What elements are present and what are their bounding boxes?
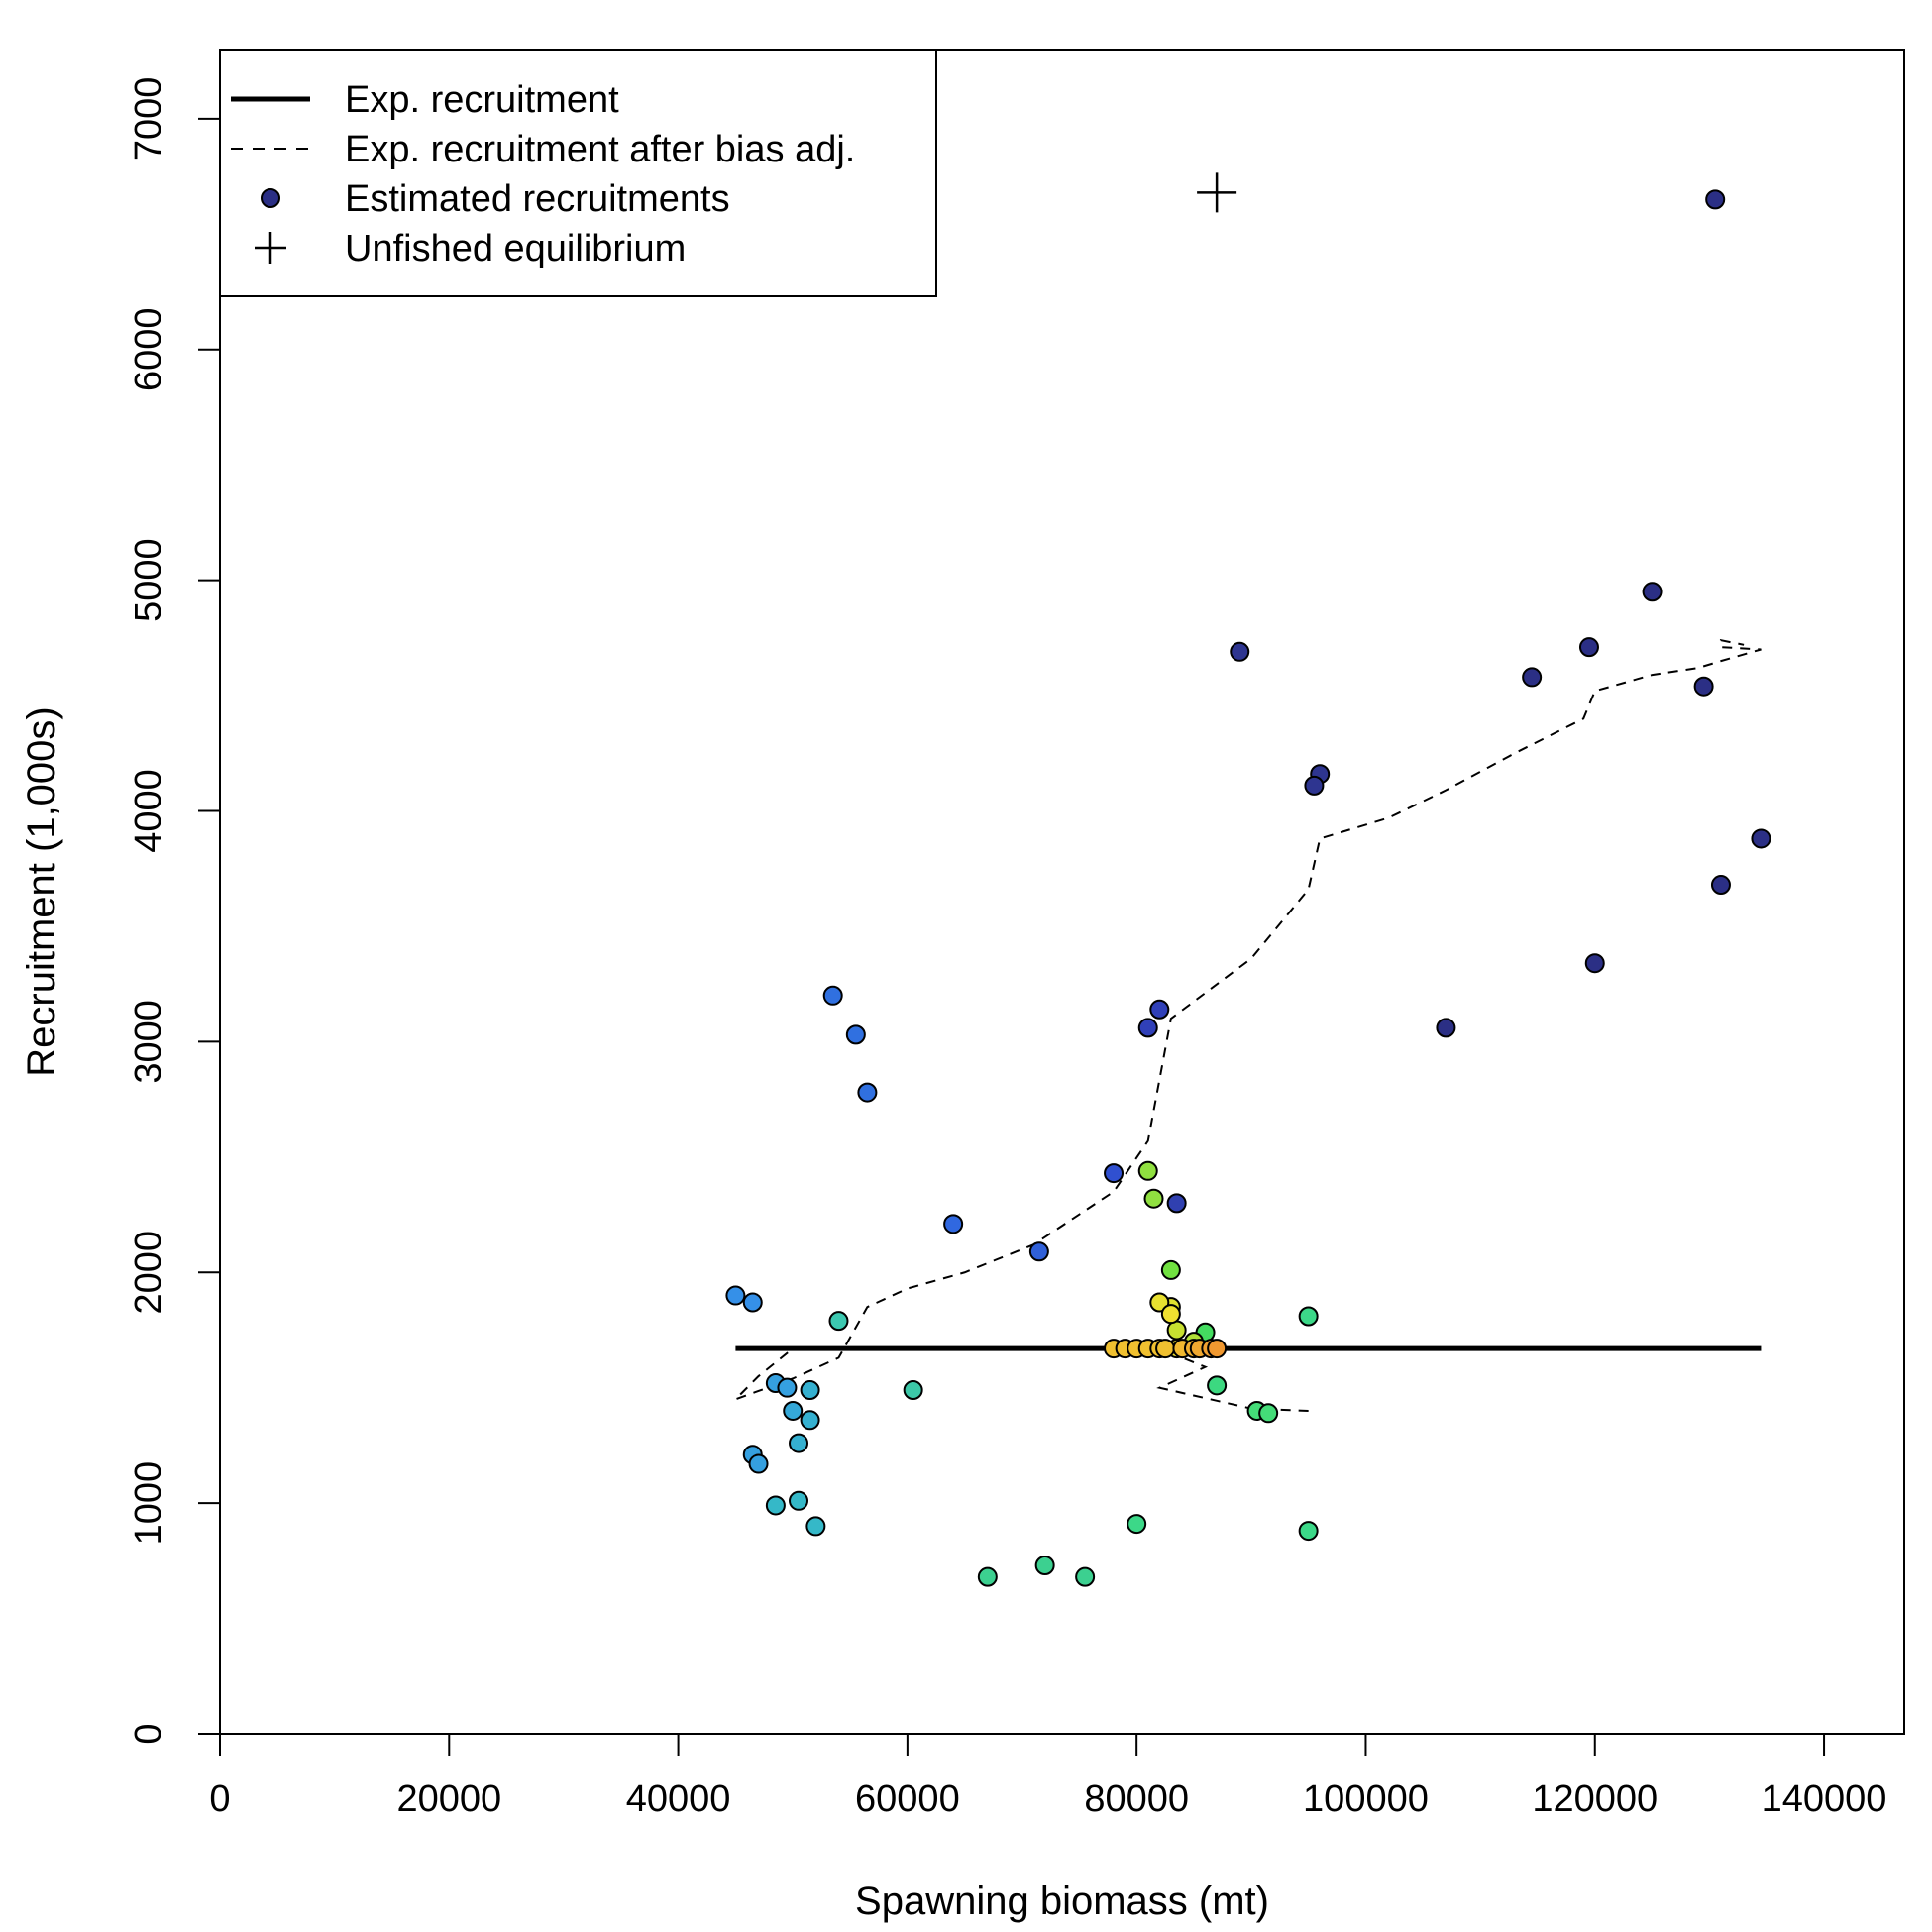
recruitment-point (1034, 1556, 1055, 1575)
recruitment-point (1207, 1339, 1228, 1359)
bias-adjusted-layer (734, 638, 1762, 1412)
recruitment-point (742, 1292, 763, 1313)
x-tick-label: 140000 (1762, 1778, 1887, 1820)
x-tick-label: 120000 (1532, 1778, 1658, 1820)
recruitment-point (1075, 1566, 1096, 1587)
recruitment-point (1160, 1304, 1181, 1325)
x-axis-title: Spawning biomass (mt) (855, 1879, 1269, 1923)
recruitment-point (800, 1410, 820, 1431)
unfished-equilibrium-marker (1197, 172, 1237, 213)
recruitment-point (1104, 1163, 1125, 1184)
recruitment-point (845, 1024, 866, 1045)
recruitment-point (805, 1516, 826, 1537)
recruitment-point (1127, 1514, 1147, 1535)
recruitment-point (1304, 775, 1325, 796)
recruitment-point (943, 1214, 964, 1234)
y-tick-label: 3000 (128, 1000, 169, 1084)
legend-label-unfished-equilibrium: Unfished equilibrium (345, 228, 686, 269)
recruitment-point (1230, 641, 1250, 662)
recruitment-point (800, 1380, 820, 1401)
x-tick-label: 0 (209, 1778, 230, 1820)
y-tick-label: 4000 (128, 769, 169, 853)
recruitment-point (1166, 1193, 1187, 1214)
recruitment-point (822, 985, 843, 1006)
x-tick-label: 100000 (1303, 1778, 1429, 1820)
recruitment-point (1166, 1320, 1187, 1341)
recruitment-point (1751, 828, 1771, 849)
legend-circle-symbol (261, 188, 280, 208)
y-axis: 0 1000 2000 3000 4000 5000 6000 7000 (128, 77, 221, 1745)
recruitment-point (1149, 999, 1170, 1020)
legend-label-exp-recruitment: Exp. recruitment (345, 79, 619, 121)
y-tick-label: 1000 (128, 1461, 169, 1546)
unfished-equilibrium-layer (1197, 172, 1237, 213)
bias-adjusted-line (734, 638, 1762, 1412)
legend-box (219, 49, 937, 297)
recruitment-point (1578, 637, 1599, 658)
recruitment-point (1642, 582, 1663, 602)
estimated-recruitments-layer (725, 189, 1771, 1587)
recruitment-point (977, 1566, 998, 1587)
y-tick-label: 0 (128, 1723, 169, 1744)
recruitment-point (789, 1433, 809, 1453)
y-axis-title: Recruitment (1,000s) (20, 706, 63, 1076)
recruitment-point (1584, 953, 1605, 974)
recruitment-point (783, 1400, 804, 1421)
recruitment-point (857, 1082, 878, 1103)
recruitment-point (1298, 1306, 1319, 1327)
recruitment-point (1258, 1403, 1279, 1424)
x-axis: 0 20000 40000 60000 80000 100000 120000 140000 (209, 1733, 1887, 1820)
recruitment-point (748, 1453, 769, 1474)
recruitment-point (1137, 1018, 1158, 1038)
legend: Exp. recruitment Exp. recruitment after … (219, 49, 937, 297)
x-tick-label: 40000 (626, 1778, 731, 1820)
recruitment-point (1149, 1292, 1170, 1313)
y-tick-label: 5000 (128, 538, 169, 622)
recruitment-point (1160, 1259, 1181, 1280)
recruitment-point (1143, 1188, 1164, 1209)
recruitment-point (1522, 667, 1543, 688)
recruitment-point (1705, 189, 1726, 210)
recruitment-point (1436, 1018, 1456, 1038)
recruitment-point (903, 1380, 923, 1401)
recruitment-point (1298, 1521, 1319, 1542)
recruitment-point (1137, 1160, 1158, 1181)
recruitment-point (725, 1285, 746, 1306)
recruitment-point (765, 1495, 786, 1516)
recruitment-point (828, 1311, 849, 1332)
recruitment-point (1155, 1339, 1176, 1359)
legend-label-estimated-recruitments: Estimated recruitments (345, 178, 730, 220)
legend-plus-symbol (255, 232, 286, 264)
recruitment-point (1028, 1241, 1049, 1262)
x-tick-label: 60000 (855, 1778, 960, 1820)
recruitment-point (777, 1377, 798, 1398)
y-tick-label: 6000 (128, 307, 169, 391)
recruitment-point (1693, 676, 1714, 697)
legend-label-exp-recruitment-bias-adj: Exp. recruitment after bias adj. (345, 129, 855, 170)
recruitment-point (789, 1490, 809, 1511)
recruitment-point (1710, 875, 1731, 896)
x-tick-label: 20000 (396, 1778, 501, 1820)
y-tick-label: 7000 (128, 77, 169, 161)
x-tick-label: 80000 (1084, 1778, 1189, 1820)
y-tick-label: 2000 (128, 1231, 169, 1315)
recruitment-point (1207, 1375, 1228, 1396)
